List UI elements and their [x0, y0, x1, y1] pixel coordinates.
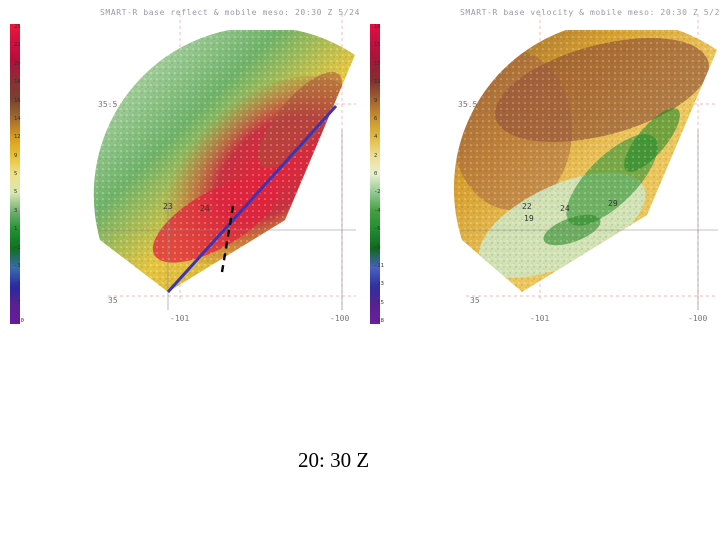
reflectivity-colorbar-tick: -7 — [14, 299, 21, 306]
station-label: 24 — [560, 204, 570, 213]
slide-caption: 20: 30 Z — [298, 448, 370, 472]
longitude-label-east: -100 — [688, 314, 708, 323]
reflectivity-colorbar-tick: 3 — [14, 207, 18, 214]
velocity-panel: SMART-R base velocity & mobile meso: 20:… — [362, 0, 720, 340]
reflectivity-colorbar-tick: 14 — [14, 115, 21, 122]
front-line — [166, 104, 338, 294]
latitude-label: 35.5 — [458, 100, 478, 109]
reflectivity-colorbar-tick: -3 — [14, 262, 21, 269]
reflectivity-colorbar-tick: -10 — [14, 318, 24, 324]
velocity-colorbar-tick: 2 — [374, 152, 378, 159]
velocity-colorbar-tick: 0 — [374, 171, 378, 177]
reflectivity-colorbar-tick: 9 — [14, 152, 18, 159]
reflectivity-colorbar-tick: -5 — [14, 281, 21, 288]
latitude-label: 35.5 — [98, 100, 118, 109]
longitude-label-west: -101 — [170, 314, 190, 323]
reflectivity-radar-image — [93, 14, 356, 310]
reflectivity-colorbar-tick: 12 — [14, 134, 21, 141]
reflectivity-colorbar-tick: 22 — [14, 42, 21, 49]
velocity-colorbar-tick: -4 — [374, 207, 381, 214]
reflectivity-colorbar-tick: 20 — [14, 60, 21, 67]
reflectivity-colorbar-tick: 18 — [14, 79, 21, 86]
velocity-colorbar-tick: 9 — [374, 97, 378, 104]
longitude-label-east: -100 — [330, 314, 350, 323]
station-label: 22 — [522, 202, 532, 211]
latitude-label-bottom: 35 — [470, 296, 480, 305]
reflectivity-header: SMART-R base reflect & mobile meso: 20:3… — [100, 8, 360, 17]
reflectivity-colorbar-tick: 25 — [14, 24, 21, 30]
velocity-colorbar-tick: 13 — [374, 60, 381, 67]
velocity-colorbar-tick: -18 — [374, 318, 384, 324]
longitude-label-west: -101 — [530, 314, 550, 323]
velocity-colorbar-tick: 4 — [374, 134, 378, 141]
reflectivity-panel: SMART-R base reflect & mobile meso: 20:3… — [0, 0, 360, 340]
velocity-colorbar-tick: 15 — [374, 42, 381, 49]
reflectivity-colorbar-tick: 1 — [14, 226, 18, 233]
reflectivity-colorbar-tick: 5 — [14, 189, 18, 196]
velocity-colorbar-tick: -13 — [374, 281, 384, 288]
velocity-colorbar-tick: 18 — [374, 24, 381, 30]
reflectivity-colorbar-tick: 16 — [14, 97, 21, 104]
velocity-colorbar-tick: -2 — [374, 189, 381, 196]
station-label: 29 — [608, 199, 618, 208]
velocity-radar-image — [453, 14, 718, 310]
velocity-colorbar-tick: 11 — [374, 79, 381, 86]
velocity-colorbar-tick: -9 — [374, 244, 381, 251]
station-label: 24 — [200, 204, 210, 213]
reflectivity-colorbar-tick: -1 — [14, 244, 21, 251]
velocity-colorbar — [370, 24, 380, 324]
reflectivity-colorbar-labels: 25 22 20 18 16 14 12 9 5 5 3 1 -1 -3 -5 -7 -10 — [14, 24, 34, 324]
velocity-colorbar-tick: -15 — [374, 299, 384, 306]
velocity-colorbar-tick: 6 — [374, 115, 378, 122]
reflectivity-colorbar-tick: 5 — [14, 171, 18, 177]
reflectivity-colorbar — [10, 24, 20, 324]
velocity-colorbar-tick: -6 — [374, 226, 381, 233]
velocity-colorbar-labels: 18 15 13 11 9 6 4 2 0 -2 -4 -6 -9 -11 -13 -15 -18 — [374, 24, 394, 324]
velocity-colorbar-tick: -11 — [374, 262, 384, 269]
station-label: 23 — [163, 202, 173, 211]
latitude-label-bottom: 35 — [108, 296, 118, 305]
velocity-header: SMART-R base velocity & mobile meso: 20:… — [460, 8, 720, 17]
station-label: 19 — [524, 214, 534, 223]
